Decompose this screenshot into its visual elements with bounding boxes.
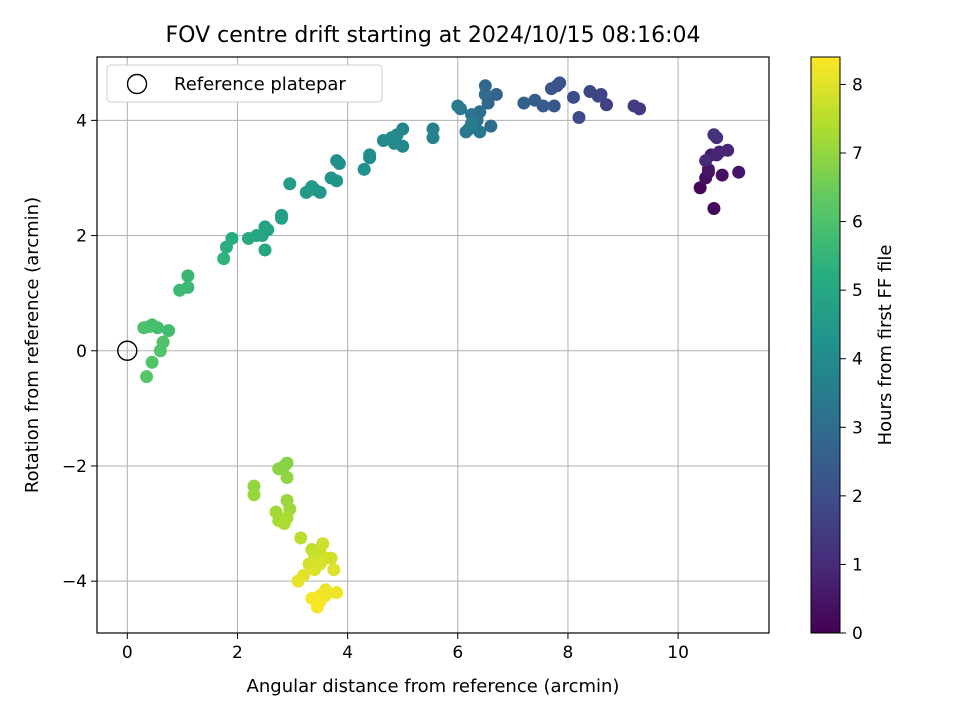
grid <box>97 57 769 633</box>
data-point <box>330 586 344 600</box>
data-point <box>627 99 641 113</box>
x-tick-label: 4 <box>342 643 353 663</box>
y-tick-label: 0 <box>76 342 87 362</box>
data-point <box>426 131 440 145</box>
data-point <box>153 344 167 358</box>
data-point <box>217 252 231 266</box>
data-point <box>272 462 286 476</box>
data-point <box>327 563 341 577</box>
data-point <box>732 165 746 179</box>
data-point <box>277 517 291 531</box>
x-tick-label: 8 <box>563 643 574 663</box>
colorbar-ticks: 0 1 2 3 4 5 6 7 8 <box>840 75 863 644</box>
data-point <box>600 98 614 112</box>
y-axis-ticks: −4 −2 0 2 4 <box>62 111 97 592</box>
x-axis-label: Angular distance from reference (arcmin) <box>247 676 620 697</box>
data-point <box>484 119 498 133</box>
colorbar: 0 1 2 3 4 5 6 7 8 Hours from first FF file <box>810 56 896 644</box>
x-axis-ticks: 0 2 4 6 8 10 <box>122 633 689 663</box>
colorbar-tick-label: 8 <box>852 75 863 95</box>
data-point <box>258 243 272 257</box>
plot-frame <box>96 56 770 634</box>
data-point <box>140 370 154 384</box>
data-point <box>294 531 308 545</box>
data-point <box>363 151 377 165</box>
data-point <box>376 134 390 148</box>
x-tick-label: 10 <box>667 643 689 663</box>
data-point <box>465 116 479 130</box>
data-point <box>280 470 294 484</box>
data-point <box>137 321 151 335</box>
data-point <box>715 168 729 182</box>
data-point <box>241 231 255 245</box>
data-point <box>275 211 289 225</box>
colorbar-tick-label: 1 <box>852 555 863 575</box>
legend-reference-marker <box>126 73 148 95</box>
data-point <box>547 99 561 113</box>
colorbar-tick-label: 7 <box>852 144 863 164</box>
chart-title: FOV centre drift starting at 2024/10/15 … <box>166 23 701 48</box>
data-point <box>517 96 531 110</box>
colorbar-label: Hours from first FF file <box>875 245 896 446</box>
colorbar-tick-label: 3 <box>852 418 863 438</box>
plot-area: 0 2 4 6 8 10 −4 −2 0 2 4 <box>62 56 770 663</box>
legend: Reference platepar <box>106 64 383 103</box>
data-point <box>707 201 721 215</box>
data-point <box>299 185 313 199</box>
data-point <box>566 90 580 104</box>
data-point <box>283 177 297 191</box>
data-point <box>572 110 586 124</box>
data-point <box>316 537 330 551</box>
colorbar-tick-label: 5 <box>852 281 863 301</box>
data-point <box>451 99 465 113</box>
data-point <box>173 283 187 297</box>
colorbar-tick-label: 6 <box>852 213 863 233</box>
data-point <box>528 93 542 107</box>
legend-label: Reference platepar <box>174 74 346 95</box>
data-point <box>712 145 726 159</box>
legend-box <box>106 64 383 103</box>
y-tick-label: −2 <box>62 457 87 477</box>
data-point <box>330 174 344 188</box>
data-point <box>478 87 492 101</box>
data-point <box>162 324 176 338</box>
data-point <box>181 269 195 283</box>
colorbar-gradient <box>810 56 841 634</box>
data-point <box>699 154 713 168</box>
x-tick-label: 0 <box>122 643 133 663</box>
data-point <box>247 488 261 502</box>
data-point <box>693 181 707 195</box>
data-point <box>489 87 503 101</box>
data-point <box>324 551 338 565</box>
x-tick-label: 6 <box>452 643 463 663</box>
data-point <box>330 154 344 168</box>
reference-marker <box>117 340 138 361</box>
data-point <box>291 574 305 588</box>
y-tick-label: 4 <box>76 111 87 131</box>
data-point <box>473 125 487 139</box>
data-point <box>701 165 715 179</box>
data-point <box>591 89 605 103</box>
data-point <box>707 128 721 142</box>
data-point <box>310 600 324 614</box>
scatter-points <box>137 76 746 614</box>
data-point <box>219 240 233 254</box>
x-tick-label: 2 <box>232 643 243 663</box>
plot-frame-bg <box>97 57 769 633</box>
data-point <box>357 162 371 176</box>
colorbar-tick-label: 4 <box>852 350 863 370</box>
data-point <box>145 355 159 369</box>
colorbar-tick-label: 2 <box>852 487 863 507</box>
colorbar-tick-label: 0 <box>852 624 863 644</box>
y-tick-label: 2 <box>76 227 87 247</box>
data-point <box>553 76 567 90</box>
y-tick-label: −4 <box>62 572 87 592</box>
y-axis-label: Rotation from reference (arcmin) <box>22 197 43 493</box>
data-point <box>308 563 322 577</box>
